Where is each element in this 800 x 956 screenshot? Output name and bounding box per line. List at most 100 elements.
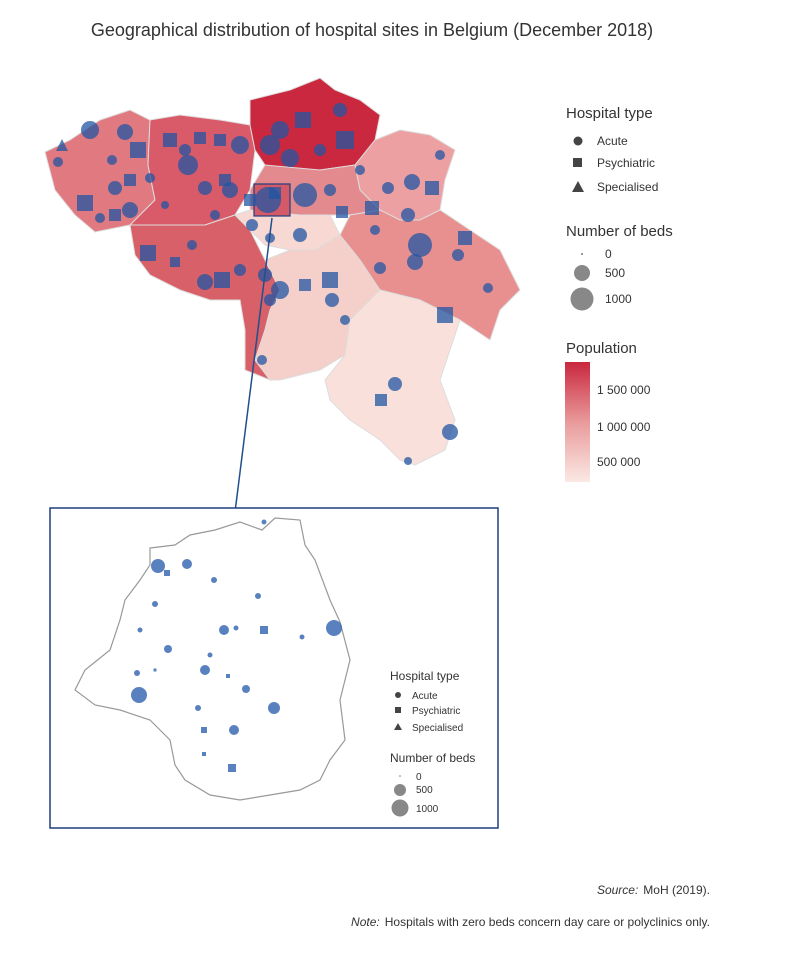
- hospital-symbol: [401, 208, 415, 222]
- inset-hospitals: [131, 519, 342, 772]
- antwerp: [249, 77, 381, 171]
- hospital-symbol: [425, 181, 439, 195]
- hospital-symbol: [182, 559, 192, 569]
- legend-label: 0: [416, 772, 422, 783]
- legend-label: 1000: [605, 292, 632, 306]
- legend-symbol: [573, 136, 583, 146]
- hospital-symbol: [246, 219, 258, 231]
- hospital-symbol: [295, 112, 311, 128]
- hospital-symbol: [299, 634, 305, 640]
- hospital-symbol: [404, 457, 412, 465]
- legend-label: 0: [605, 247, 612, 261]
- legend-title: Hospital type: [390, 669, 460, 683]
- hospital-symbol: [130, 142, 146, 158]
- hospital-symbol: [408, 233, 432, 257]
- hospital-symbol: [452, 249, 464, 261]
- legend-symbol: [395, 692, 401, 698]
- source-label: Source:: [597, 883, 638, 897]
- hospital-symbol: [56, 139, 68, 151]
- hospital-symbol: [222, 182, 238, 198]
- hospital-symbol: [207, 652, 213, 658]
- hospital-symbol: [404, 174, 420, 190]
- hospital-symbol: [202, 752, 206, 756]
- hospital-symbol: [134, 670, 140, 676]
- legend-symbol: [581, 253, 583, 255]
- hospital-symbol: [179, 144, 191, 156]
- hospital-symbol: [210, 210, 220, 220]
- hospital-symbol: [109, 209, 121, 221]
- hospital-symbol: [151, 559, 165, 573]
- hospital-symbol: [122, 202, 138, 218]
- legend-label: Specialised: [412, 723, 463, 734]
- inset-legend: Hospital type Acute Psychiatric Speciali…: [390, 669, 475, 817]
- hospital-symbol: [244, 194, 256, 206]
- legend-label: 500 000: [597, 455, 641, 469]
- legend-label: 1000: [416, 804, 439, 815]
- hospital-symbol: [77, 195, 93, 211]
- hospital-symbol: [314, 144, 326, 156]
- legend-title: Number of beds: [390, 751, 475, 765]
- hospital-symbol: [242, 685, 250, 693]
- hospital-symbol: [164, 645, 172, 653]
- legend-symbol: [399, 775, 401, 777]
- hospital-symbol: [299, 279, 311, 291]
- hospital-symbol: [388, 377, 402, 391]
- hospital-symbol: [261, 519, 267, 525]
- hospital-symbol: [264, 294, 276, 306]
- legend-symbol: [391, 799, 409, 817]
- hospital-symbol: [53, 157, 63, 167]
- hospital-symbol: [269, 187, 281, 199]
- hospital-symbol: [322, 272, 338, 288]
- hospital-symbol: [374, 262, 386, 274]
- hospital-symbol: [178, 155, 198, 175]
- legend-label: 500: [416, 785, 433, 796]
- hospital-symbol: [170, 257, 180, 267]
- hospital-symbol: [152, 601, 158, 607]
- hospital-symbol: [336, 206, 348, 218]
- hospital-symbol: [187, 240, 197, 250]
- hospital-symbol: [124, 174, 136, 186]
- hospital-symbol: [107, 155, 117, 165]
- hospital-symbol: [161, 201, 169, 209]
- hospital-symbol: [271, 121, 289, 139]
- hospital-symbol: [229, 725, 239, 735]
- hospital-symbol: [458, 231, 472, 245]
- legend-symbol: [394, 723, 402, 730]
- hospital-symbol: [108, 181, 122, 195]
- legend-symbol: [572, 181, 584, 192]
- hospital-symbol: [268, 702, 280, 714]
- hospital-symbol: [117, 124, 133, 140]
- hospital-symbol: [194, 132, 206, 144]
- hospital-symbol: [336, 131, 354, 149]
- note-text: Hospitals with zero beds concern day car…: [385, 915, 710, 929]
- legend-label: Specialised: [597, 180, 658, 194]
- hospital-symbol: [333, 103, 347, 117]
- hospital-symbol: [201, 727, 207, 733]
- hospital-symbol: [200, 665, 210, 675]
- hospital-symbol: [382, 182, 394, 194]
- hospital-symbol: [324, 184, 336, 196]
- hospital-symbol: [260, 135, 280, 155]
- hospital-symbol: [257, 355, 267, 365]
- hospital-symbol: [198, 181, 212, 195]
- legend-title: Hospital type: [566, 105, 653, 122]
- legend-label: Acute: [412, 691, 438, 702]
- title: Geographical distribution of hospital si…: [91, 20, 653, 40]
- hospital-symbol: [211, 577, 217, 583]
- hospital-symbol: [370, 225, 380, 235]
- legend-symbol: [570, 287, 594, 311]
- hospital-symbol: [260, 626, 268, 634]
- hospital-symbol: [233, 625, 239, 631]
- hospital-symbol: [407, 254, 423, 270]
- hospital-symbol: [325, 293, 339, 307]
- namur: [254, 234, 381, 381]
- legend-title: Population: [566, 340, 637, 357]
- hospital-symbol: [164, 570, 170, 576]
- legend-symbol: [573, 158, 582, 167]
- hospital-symbol: [355, 165, 365, 175]
- hospital-symbol: [81, 121, 99, 139]
- legend: Hospital type Acute Psychiatric Speciali…: [565, 105, 673, 482]
